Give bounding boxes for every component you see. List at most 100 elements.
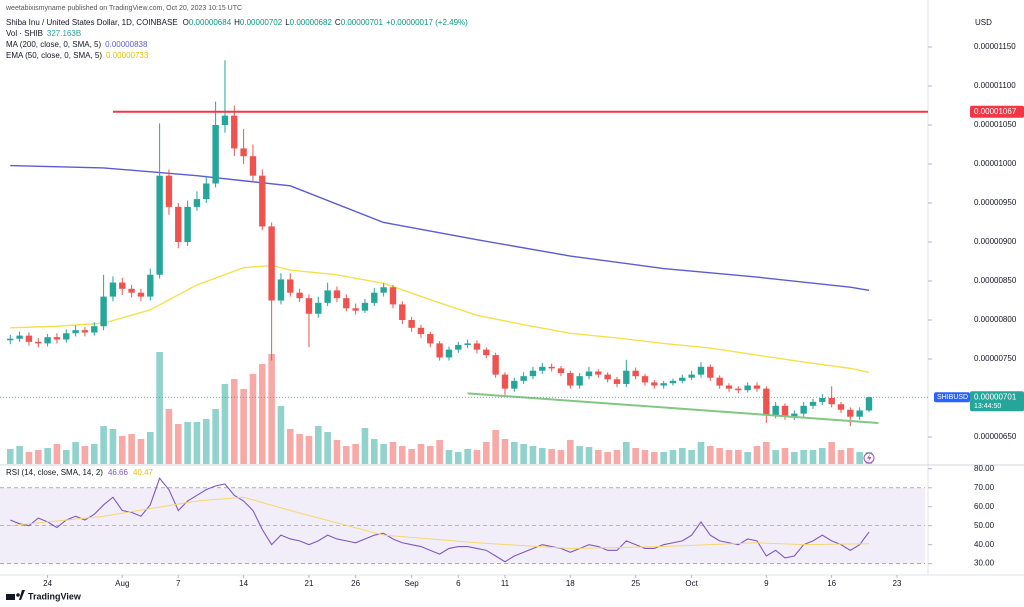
candle-body: [772, 405, 779, 416]
volume-bar: [249, 374, 257, 464]
x-tick-label: 16: [827, 579, 836, 588]
x-tick-label: Aug: [115, 579, 129, 588]
candle-body: [809, 401, 817, 406]
candle-body: [287, 279, 294, 293]
volume-bar: [753, 446, 761, 464]
volume-bar: [567, 440, 574, 464]
candle-body: [128, 288, 135, 293]
brand-logo: TradingView: [6, 590, 82, 601]
symbol-title: Shiba Inu / United States Dollar, 1D, CO…: [6, 18, 178, 27]
candle-body: [688, 374, 695, 378]
ohlc-key: H: [234, 18, 240, 27]
candle-body: [63, 333, 70, 340]
candle-body: [567, 373, 574, 386]
volume-bar: [90, 444, 98, 464]
volume-bar: [819, 447, 826, 464]
candle-body: [455, 344, 462, 350]
volume-bar: [725, 450, 733, 464]
candle-body: [427, 334, 434, 344]
candle-body: [81, 330, 89, 333]
volume-bar: [380, 444, 387, 464]
x-tick-label: 14: [239, 579, 248, 588]
candle-body: [399, 304, 406, 321]
candle-body: [137, 292, 145, 297]
volume-bar: [781, 447, 789, 464]
candle-body: [735, 388, 742, 391]
volume-bar: [483, 441, 490, 464]
candle-body: [109, 282, 117, 297]
volume-bar: [585, 447, 593, 464]
candle-body: [791, 413, 798, 417]
volume-bar: [445, 450, 453, 464]
volume-bar: [277, 406, 285, 464]
candle-body: [184, 206, 191, 242]
candle-body: [371, 292, 378, 303]
candle-body: [828, 398, 835, 405]
volume-bar: [454, 451, 462, 464]
indicator-line: [10, 264, 870, 373]
logo-mark: [6, 594, 15, 600]
candle-body: [557, 368, 565, 374]
candle-body: [595, 371, 602, 375]
volume-bar: [529, 446, 537, 464]
volume-bar: [660, 451, 667, 464]
y-tick-label: 0.00001050: [974, 120, 1017, 129]
ma-value: 0.00000838: [105, 40, 148, 49]
candle-body: [408, 320, 415, 328]
candle-body: [277, 279, 285, 301]
volume-bar: [342, 446, 350, 464]
x-tick-label: 24: [43, 579, 52, 588]
candle-body: [156, 175, 163, 275]
ohlc-key: L: [285, 18, 290, 27]
volume-bar: [128, 434, 135, 464]
candle-body: [716, 377, 723, 386]
ohlc-key: C: [335, 18, 341, 27]
volume-bar: [576, 446, 583, 464]
candle-body: [511, 380, 518, 389]
x-tick-label: 18: [566, 579, 575, 588]
x-tick-label: Sep: [405, 579, 420, 588]
candle-body: [147, 274, 154, 297]
published-note: weetabixismyname published on TradingVie…: [5, 5, 242, 12]
y-tick-label: 0.00000850: [974, 276, 1017, 285]
volume-bar: [735, 450, 742, 464]
candle-body: [7, 338, 14, 341]
candle-body: [436, 343, 443, 358]
volume-bar: [305, 436, 313, 464]
candle-body: [744, 385, 751, 391]
volume-bar: [174, 424, 182, 464]
rsi-name: RSI (14, close, SMA, 14, 2): [6, 468, 103, 477]
volume-bar: [595, 450, 602, 464]
price-tag: [970, 391, 1024, 412]
plot-layer: 30.00 40.00 50.00 60.00 70.00 80.00 0.00000650…: [0, 42, 1024, 588]
ema-value: 0.00000733: [106, 51, 149, 60]
volume-bar: [837, 450, 845, 464]
volume-bar: [100, 426, 107, 464]
volume-bar: [240, 388, 247, 464]
volume-bar: [604, 451, 611, 464]
volume-bar: [193, 421, 201, 464]
volume-bar: [268, 354, 275, 464]
symbol-tag-label: SHIBUSD: [937, 394, 968, 401]
candle-body: [100, 296, 107, 327]
candle-body: [604, 374, 611, 380]
ema-name: EMA (50, close, 0, SMA, 5): [6, 51, 102, 60]
volume-legend: Vol · SHIB 327.163B: [6, 29, 81, 38]
volume-bar: [333, 440, 341, 464]
volume-bar: [165, 408, 173, 464]
logo-mark: [16, 593, 20, 597]
candle-body: [16, 335, 23, 339]
volume-bar: [744, 451, 751, 464]
candle-body: [697, 366, 705, 375]
volume-bar: [53, 444, 61, 464]
volume-bar: [109, 428, 117, 464]
candle-body: [119, 282, 126, 289]
candle-body: [343, 298, 350, 309]
volume-bar: [651, 451, 658, 464]
candle-body: [417, 327, 425, 335]
volume-bar: [408, 448, 415, 464]
candle-body: [333, 290, 341, 299]
x-tick-label: 9: [764, 579, 769, 588]
